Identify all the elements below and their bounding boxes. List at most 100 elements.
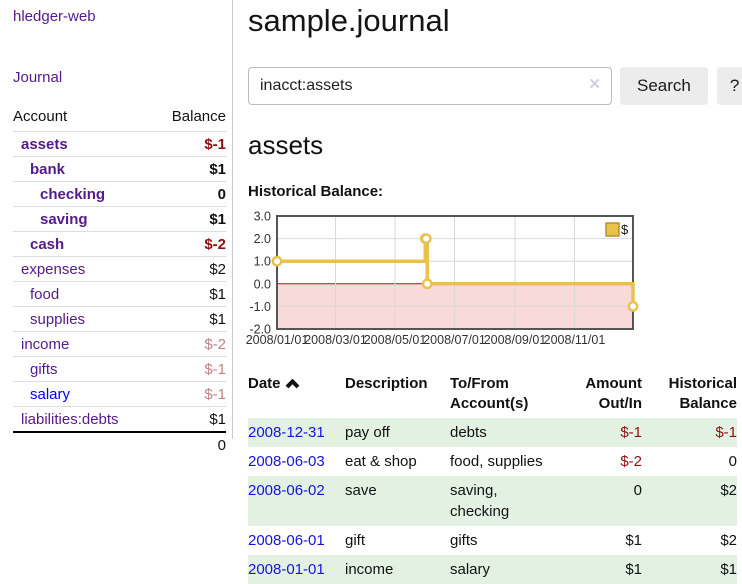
account-row: bank $1: [13, 156, 226, 182]
y-tick-label: -2.0: [249, 323, 271, 337]
x-tick-label: 2008/09/01: [484, 333, 547, 347]
transaction-amount: $-1: [620, 424, 642, 441]
sort-ascending-icon: [285, 379, 299, 389]
sidebar: hledger-web Journal Account Balance asse…: [0, 0, 233, 457]
search-button[interactable]: Search: [620, 67, 708, 105]
account-row: assets $-1: [13, 131, 226, 157]
y-tick-label: 2.0: [254, 232, 271, 246]
transaction-accounts: debts: [450, 424, 487, 441]
help-button[interactable]: ?: [716, 67, 742, 105]
account-row: income $-2: [13, 331, 226, 357]
x-tick-label: 2008/05/01: [364, 333, 427, 347]
account-row: gifts $-1: [13, 356, 226, 382]
accounts-total-row: 0: [13, 431, 226, 457]
transaction-date-link[interactable]: 2008-01-01: [248, 561, 325, 578]
account-link[interactable]: supplies: [30, 311, 86, 328]
account-link[interactable]: gifts: [30, 361, 58, 378]
transaction-balance: $-1: [715, 424, 737, 441]
account-balance: $1: [153, 281, 226, 307]
account-link[interactable]: saving: [40, 211, 88, 228]
register-row: 2008-06-03 eat & shop food, supplies $-2 0: [248, 447, 737, 476]
x-tick-label: 2008/01/01: [246, 333, 309, 347]
transaction-description: gift: [345, 532, 366, 549]
account-link[interactable]: checking: [40, 186, 106, 203]
account-balance: $1: [153, 156, 226, 182]
y-tick-label: 1.0: [254, 255, 271, 269]
register-header-date[interactable]: Date: [248, 372, 345, 418]
account-link[interactable]: bank: [30, 161, 66, 178]
clear-search-icon[interactable]: ✕: [588, 76, 601, 93]
search-form: ✕ Search ?: [248, 67, 742, 105]
account-balance: $-2: [153, 331, 226, 357]
account-link[interactable]: expenses: [21, 261, 86, 278]
accounts-total-value: 0: [153, 431, 226, 457]
account-link[interactable]: income: [21, 336, 70, 353]
accounts-header-balance: Balance: [153, 105, 226, 132]
account-balance: $-2: [153, 231, 226, 257]
register-table: Date Description To/From Account(s) Amou…: [248, 372, 737, 584]
accounts-table: Account Balance assets $-1 bank $1 checking 0…: [13, 105, 226, 457]
account-row: liabilities:debts $1: [13, 406, 226, 432]
transaction-date-link[interactable]: 2008-06-03: [248, 453, 325, 470]
account-row: saving $1: [13, 206, 226, 232]
account-link[interactable]: food: [30, 286, 60, 303]
search-input-wrap: ✕: [248, 67, 612, 105]
x-tick-label: 2008/07/01: [423, 333, 486, 347]
register-header-row: Date Description To/From Account(s) Amou…: [248, 372, 737, 418]
register-header-amount: Amount Out/In: [585, 375, 642, 412]
app-title-link[interactable]: hledger-web: [13, 8, 96, 25]
historical-balance-chart: 3.0 2.0 1.0 0.0 -1.0 -2.02008/01/012008/03/01…: [246, 210, 639, 347]
main-content: sample.journal ✕ Search ? assets Histori…: [233, 0, 742, 584]
legend-label: $: [621, 222, 629, 237]
transaction-description: eat & shop: [345, 453, 417, 470]
transaction-description: income: [345, 561, 394, 578]
register-row: 2008-01-01 income salary $1 $1: [248, 555, 737, 584]
transaction-accounts: saving, checking: [450, 482, 510, 520]
legend-swatch: [605, 222, 620, 237]
y-tick-label: 3.0: [254, 210, 271, 224]
sidebar-item-journal[interactable]: Journal: [13, 69, 63, 86]
transaction-date-link[interactable]: 2008-12-31: [248, 424, 325, 441]
transaction-date-link[interactable]: 2008-06-01: [248, 532, 325, 549]
transaction-amount: 0: [633, 482, 642, 499]
register-header-balance: Historical Balance: [668, 375, 737, 412]
account-row: cash $-2: [13, 231, 226, 257]
search-input[interactable]: [248, 67, 612, 105]
account-link[interactable]: salary: [30, 386, 71, 403]
accounts-header-account: Account: [13, 105, 154, 132]
register-row: 2008-06-01 gift gifts $1 $2: [248, 526, 737, 555]
data-point: [627, 301, 639, 312]
x-tick-label: 2008/11/01: [544, 333, 606, 347]
register-header-accounts: To/From Account(s): [450, 375, 529, 412]
transaction-amount: $-2: [620, 453, 642, 470]
data-point: [421, 278, 433, 290]
transaction-balance: $2: [720, 532, 737, 549]
transaction-balance: $1: [720, 561, 737, 578]
transaction-description: save: [345, 482, 377, 499]
register-row: 2008-06-02 save saving, checking 0 $2: [248, 476, 737, 526]
transaction-balance: $2: [720, 482, 737, 499]
account-balance: $-1: [153, 356, 226, 382]
register-header-description: Description: [345, 375, 428, 392]
transaction-accounts: salary: [450, 561, 491, 578]
account-balance: 0: [153, 181, 226, 207]
page-title: sample.journal: [248, 3, 450, 38]
account-link[interactable]: cash: [30, 236, 65, 253]
chart-title: Historical Balance:: [248, 183, 384, 200]
account-link[interactable]: liabilities:debts: [21, 411, 119, 428]
account-row: supplies $1: [13, 306, 226, 332]
account-link[interactable]: assets: [21, 136, 68, 153]
account-balance: $-1: [153, 381, 226, 407]
y-tick-label: -1.0: [249, 300, 271, 314]
account-balance: $1: [153, 306, 226, 332]
transaction-amount: $1: [625, 561, 642, 578]
data-point: [420, 233, 432, 245]
register-row: 2008-12-31 pay off debts $-1 $-1: [248, 418, 737, 447]
transaction-date-link[interactable]: 2008-06-02: [248, 482, 325, 499]
transaction-amount: $1: [625, 532, 642, 549]
transaction-accounts: gifts: [450, 532, 478, 549]
account-balance: $1: [153, 206, 226, 232]
account-row: checking 0: [13, 181, 226, 207]
transaction-accounts: food, supplies: [450, 453, 543, 470]
